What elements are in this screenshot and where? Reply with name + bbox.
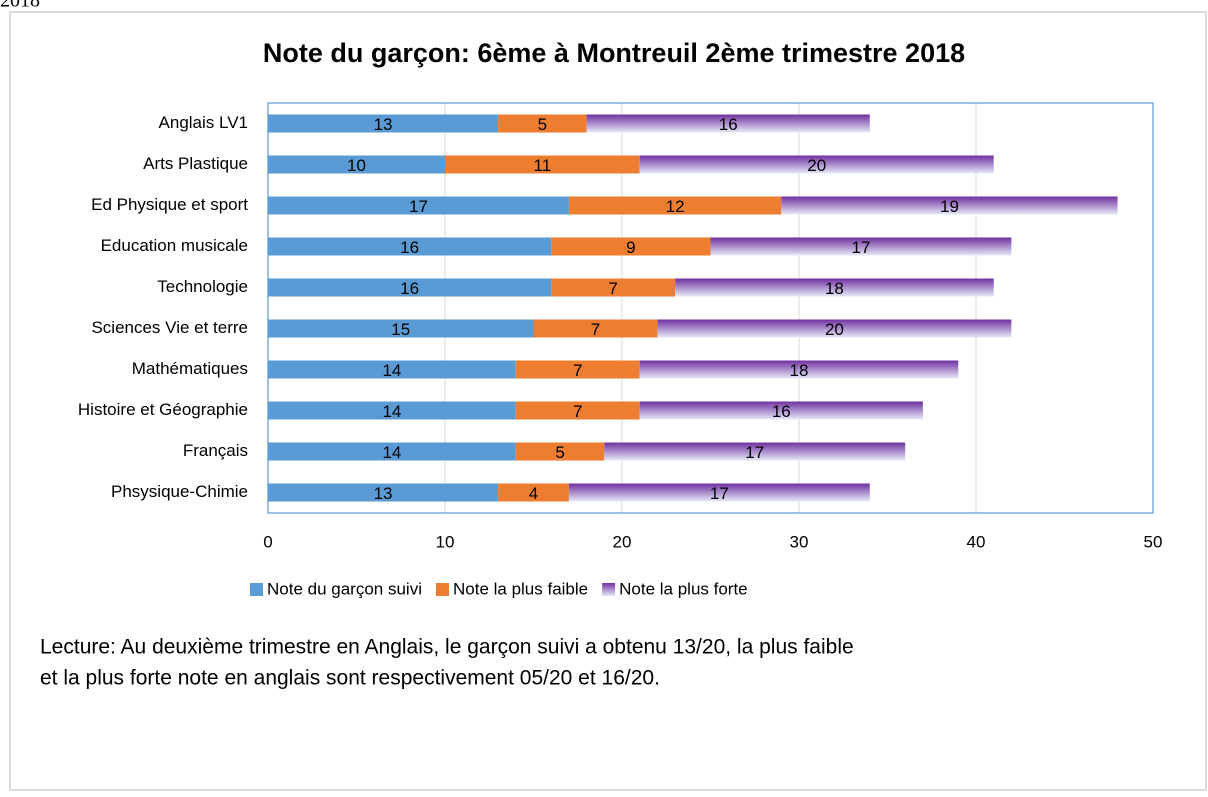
bar-segment [268, 360, 516, 379]
data-label: 17 [710, 484, 729, 503]
header-fragment: 2018 [0, 0, 40, 12]
annotation: et la plus forte note en anglais sont re… [40, 667, 660, 690]
bar-segment [639, 360, 959, 379]
bar-segment [604, 442, 906, 461]
bar-segment [515, 442, 605, 461]
bar-segment [586, 114, 870, 133]
y-tick-label: Ed Physique et sport [91, 195, 248, 214]
bar-segment [268, 401, 516, 420]
bar-segment [551, 278, 676, 297]
bar-segment [639, 155, 994, 174]
bar-segment [675, 278, 994, 297]
data-label: 17 [409, 197, 428, 216]
data-label: 5 [555, 443, 564, 462]
y-tick-label: Phsysique-Chimie [111, 482, 248, 501]
data-label: 12 [666, 197, 685, 216]
data-label: 16 [772, 402, 791, 421]
bar-segment [445, 155, 640, 174]
data-label: 10 [347, 156, 366, 175]
data-label: 17 [851, 238, 870, 257]
y-tick-label: Technologie [157, 277, 248, 296]
data-label: 17 [745, 443, 764, 462]
bar-segment [533, 319, 658, 338]
bar-segment [268, 237, 552, 256]
bar-segment [568, 196, 782, 215]
bar-segment [498, 483, 569, 502]
data-label: 19 [940, 197, 959, 216]
bar-segment [268, 196, 569, 215]
bar-segment [781, 196, 1118, 215]
legend-swatch [250, 583, 263, 596]
data-label: 20 [825, 320, 844, 339]
y-tick-label: Arts Plastique [143, 154, 248, 173]
bar-segment [268, 319, 534, 338]
data-label: 11 [534, 156, 552, 175]
data-label: 16 [719, 115, 738, 134]
data-label: 4 [529, 484, 538, 503]
bar-segment [268, 114, 499, 133]
y-tick-label: Sciences Vie et terre [91, 318, 248, 337]
bar-segment [568, 483, 870, 502]
bar-segment [710, 237, 1012, 256]
y-tick-label: Histoire et Géographie [78, 400, 248, 419]
y-tick-label: Français [183, 441, 248, 460]
y-tick-label: Education musicale [101, 236, 248, 255]
bar-segment [498, 114, 587, 133]
x-tick-label: 0 [263, 532, 272, 551]
legend-label: Note la plus faible [453, 579, 588, 598]
data-label: 13 [374, 115, 393, 134]
legend-label: Note la plus forte [619, 579, 748, 598]
data-label: 14 [382, 443, 401, 462]
annotation: Lecture: Au deuxième trimestre en Anglai… [40, 636, 854, 659]
x-tick-label: 50 [1144, 532, 1163, 551]
data-label: 20 [807, 156, 826, 175]
bar-segment [551, 237, 711, 256]
data-label: 7 [608, 279, 617, 298]
data-label: 15 [391, 320, 410, 339]
bar-segment [515, 360, 640, 379]
data-label: 7 [573, 361, 582, 380]
data-label: 18 [825, 279, 844, 298]
chart-title: Note du garçon: 6ème à Montreuil 2ème tr… [263, 38, 965, 68]
y-tick-label: Mathématiques [132, 359, 248, 378]
data-label: 18 [790, 361, 809, 380]
bar-segment [268, 442, 516, 461]
bar-segment [268, 483, 499, 502]
x-tick-label: 20 [613, 532, 632, 551]
x-tick-label: 40 [967, 532, 986, 551]
x-tick-label: 30 [790, 532, 809, 551]
x-tick-label: 10 [436, 532, 455, 551]
bar-segment [639, 401, 923, 420]
bar-segment [268, 155, 445, 174]
plot-border [267, 102, 1154, 514]
data-label: 5 [538, 115, 547, 134]
y-tick-label: Anglais LV1 [159, 113, 248, 132]
data-label: 7 [591, 320, 600, 339]
data-label: 14 [382, 361, 401, 380]
legend-swatch [602, 583, 616, 596]
frame [9, 11, 1207, 791]
legend-label: Note du garçon suivi [267, 579, 422, 598]
data-label: 14 [382, 402, 401, 421]
data-label: 13 [374, 484, 393, 503]
data-label: 16 [400, 279, 419, 298]
data-label: 16 [400, 238, 419, 257]
bar-segment [515, 401, 640, 420]
data-label: 9 [626, 238, 635, 257]
legend-swatch [435, 583, 449, 596]
bar-segment [657, 319, 1012, 338]
bar-segment [268, 278, 552, 297]
data-label: 7 [573, 402, 582, 421]
